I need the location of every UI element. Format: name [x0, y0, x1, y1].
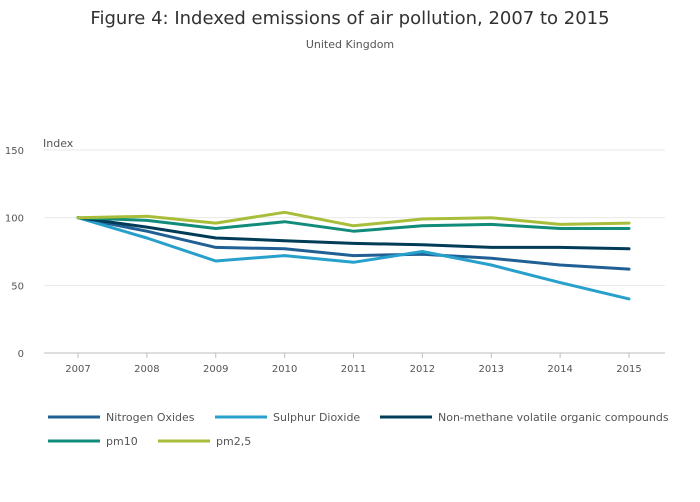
legend-label: pm2,5 — [216, 435, 251, 448]
y-tick-label: 50 — [11, 281, 24, 292]
y-tick-label: 0 — [18, 349, 24, 360]
legend-item[interactable]: pm10 — [48, 435, 138, 448]
legend-item[interactable]: pm2,5 — [158, 435, 251, 448]
legend: Nitrogen Oxides Sulphur Dioxide Non-methan… — [48, 411, 669, 448]
x-tick-label: 2015 — [616, 364, 641, 375]
x-tick-label: 2008 — [134, 364, 159, 375]
x-tick-label: 2014 — [547, 364, 572, 375]
legend-label: Sulphur Dioxide — [273, 411, 360, 424]
x-tick-label: 2012 — [410, 364, 435, 375]
legend-item[interactable]: Nitrogen Oxides — [48, 411, 195, 424]
x-tick-label: 2009 — [203, 364, 228, 375]
chart-subtitle: United Kingdom — [306, 38, 394, 51]
series-line-1[interactable] — [76, 216, 631, 301]
y-tick-label: 100 — [5, 214, 24, 225]
plot-area — [76, 210, 631, 301]
x-tick-label: 2010 — [272, 364, 297, 375]
x-tick-label: 2013 — [479, 364, 504, 375]
y-tick-label: 150 — [5, 146, 24, 157]
x-tick-label: 2007 — [65, 364, 90, 375]
y-axis-label: Index — [43, 137, 74, 150]
legend-item[interactable]: Non-methane volatile organic compounds — [380, 411, 669, 424]
axes: 0 50 100 150 2007 2008 2009 2010 2011 2012 2013 201… — [5, 146, 665, 375]
series-line-4[interactable] — [76, 210, 631, 228]
series-line-3[interactable] — [76, 216, 631, 233]
series-line-2[interactable] — [76, 216, 631, 251]
chart-title: Figure 4: Indexed emissions of air pollu… — [90, 8, 609, 29]
legend-label: pm10 — [106, 435, 138, 448]
legend-label: Non-methane volatile organic compounds — [438, 411, 669, 424]
x-tick-label: 2011 — [341, 364, 366, 375]
series-line-0[interactable] — [76, 216, 631, 271]
legend-item[interactable]: Sulphur Dioxide — [215, 411, 360, 424]
legend-label: Nitrogen Oxides — [106, 411, 195, 424]
